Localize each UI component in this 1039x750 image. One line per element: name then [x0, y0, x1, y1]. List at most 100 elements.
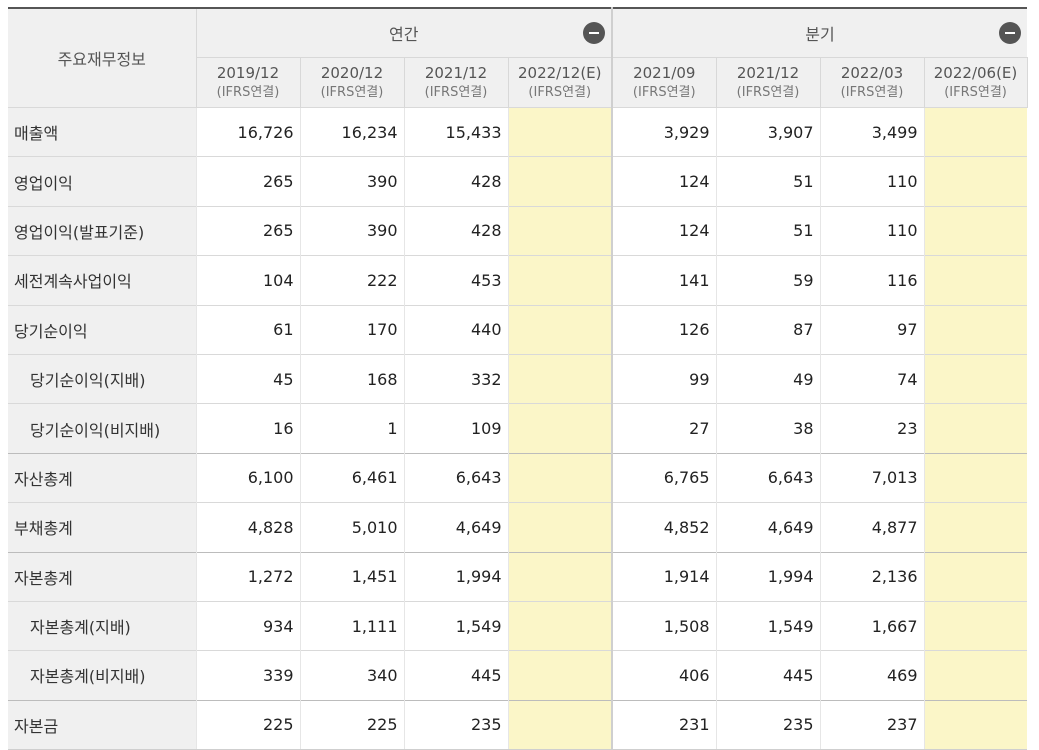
estimate-cell — [923, 650, 1028, 701]
period-column-header: 2021/09 (IFRS연결) — [612, 57, 717, 108]
value-cell: 4,828 — [195, 502, 300, 553]
value-cell: 440 — [403, 304, 508, 355]
value-cell: 23 — [819, 403, 925, 454]
value-cell: 16,234 — [299, 106, 404, 157]
value-cell: 126 — [611, 304, 717, 355]
value-cell: 2,136 — [819, 551, 925, 602]
row-label: 부채총계 — [8, 502, 196, 553]
value-cell: 4,852 — [611, 502, 717, 553]
estimate-cell — [923, 551, 1028, 602]
estimate-cell — [507, 304, 614, 355]
value-cell: 3,499 — [819, 106, 925, 157]
value-cell: 225 — [195, 699, 300, 750]
row-label: 당기순이익(지배) — [8, 353, 196, 404]
period-label: 2022/06(E) — [933, 63, 1018, 82]
accounting-basis-label: (IFRS연결) — [216, 84, 280, 100]
value-cell: 340 — [299, 650, 404, 701]
table-row: 영업이익(발표기준) 265 390 428 124 51 110 — [8, 205, 1028, 256]
value-cell: 27 — [611, 403, 717, 454]
table-row: 자본총계(비지배) 339 340 445 406 445 469 — [8, 650, 1028, 701]
period-column-header: 2020/12 (IFRS연결) — [300, 57, 405, 108]
value-cell: 222 — [299, 255, 404, 306]
estimate-cell — [507, 551, 614, 602]
quarter-group-header: 분기 — [612, 7, 1028, 58]
value-cell: 16,726 — [195, 106, 300, 157]
estimate-cell — [923, 156, 1028, 207]
value-cell: 74 — [819, 353, 925, 404]
period-column-header: 2019/12 (IFRS연결) — [196, 57, 301, 108]
table-row: 자본총계 1,272 1,451 1,994 1,914 1,994 2,136 — [8, 551, 1028, 602]
period-column-header: 2022/12(E) (IFRS연결) — [508, 57, 614, 108]
value-cell: 6,461 — [299, 452, 404, 503]
value-cell: 3,907 — [715, 106, 821, 157]
value-cell: 170 — [299, 304, 404, 355]
financial-summary-table: 주요재무정보 연간 분기 2019/12 (IFRS연결) 2020/12 (IFRS… — [8, 7, 1028, 750]
minus-circle-icon[interactable] — [999, 22, 1022, 44]
row-label: 자본총계(비지배) — [8, 650, 196, 701]
value-cell: 15,433 — [403, 106, 508, 157]
value-cell: 3,929 — [611, 106, 717, 157]
estimate-cell — [923, 205, 1028, 256]
accounting-basis-label: (IFRS연결) — [736, 84, 800, 100]
estimate-cell — [507, 255, 614, 306]
value-cell: 1,549 — [715, 600, 821, 651]
value-cell: 110 — [819, 205, 925, 256]
value-cell: 6,643 — [715, 452, 821, 503]
value-cell: 1,111 — [299, 600, 404, 651]
value-cell: 1 — [299, 403, 404, 454]
row-label: 자본총계(지배) — [8, 600, 196, 651]
row-label: 자산총계 — [8, 452, 196, 503]
value-cell: 237 — [819, 699, 925, 750]
value-cell: 231 — [611, 699, 717, 750]
value-cell: 390 — [299, 156, 404, 207]
value-cell: 445 — [715, 650, 821, 701]
estimate-cell — [507, 452, 614, 503]
value-cell: 59 — [715, 255, 821, 306]
accounting-basis-label: (IFRS연결) — [632, 84, 696, 100]
estimate-cell — [923, 502, 1028, 553]
value-cell: 1,549 — [403, 600, 508, 651]
estimate-cell — [507, 699, 614, 750]
table-row: 부채총계 4,828 5,010 4,649 4,852 4,649 4,877 — [8, 502, 1028, 553]
period-label: 2019/12 — [216, 63, 280, 82]
value-cell: 124 — [611, 205, 717, 256]
table-row: 자본금 225 225 235 231 235 237 — [8, 699, 1028, 750]
value-cell: 51 — [715, 156, 821, 207]
value-cell: 110 — [819, 156, 925, 207]
value-cell: 49 — [715, 353, 821, 404]
row-label: 자본총계 — [8, 551, 196, 602]
value-cell: 1,994 — [715, 551, 821, 602]
row-label: 세전계속사업이익 — [8, 255, 196, 306]
value-cell: 124 — [611, 156, 717, 207]
table-row: 당기순이익(비지배) 16 1 109 27 38 23 — [8, 403, 1028, 454]
row-label: 자본금 — [8, 699, 196, 750]
estimate-cell — [923, 255, 1028, 306]
value-cell: 104 — [195, 255, 300, 306]
value-cell: 16 — [195, 403, 300, 454]
period-label: 2021/12 — [424, 63, 488, 82]
value-cell: 428 — [403, 156, 508, 207]
value-cell: 1,914 — [611, 551, 717, 602]
estimate-cell — [507, 403, 614, 454]
annual-group-header: 연간 — [196, 7, 614, 58]
value-cell: 97 — [819, 304, 925, 355]
value-cell: 265 — [195, 205, 300, 256]
value-cell: 265 — [195, 156, 300, 207]
estimate-cell — [507, 205, 614, 256]
quarter-group-title: 분기 — [805, 25, 835, 44]
value-cell: 4,649 — [715, 502, 821, 553]
estimate-cell — [507, 353, 614, 404]
row-label: 당기순이익(비지배) — [8, 403, 196, 454]
value-cell: 332 — [403, 353, 508, 404]
accounting-basis-label: (IFRS연결) — [840, 84, 904, 100]
table-row: 당기순이익 61 170 440 126 87 97 — [8, 304, 1028, 355]
value-cell: 453 — [403, 255, 508, 306]
minus-circle-icon[interactable] — [583, 22, 606, 44]
period-label: 2021/12 — [736, 63, 800, 82]
value-cell: 4,877 — [819, 502, 925, 553]
estimate-cell — [923, 600, 1028, 651]
accounting-basis-label: (IFRS연결) — [528, 84, 592, 100]
period-column-header: 2021/12 (IFRS연결) — [716, 57, 821, 108]
period-label: 2022/03 — [840, 63, 904, 82]
period-column-header: 2021/12 (IFRS연결) — [404, 57, 509, 108]
